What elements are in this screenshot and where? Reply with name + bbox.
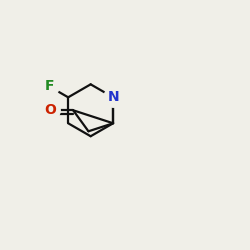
Text: N: N	[107, 90, 119, 104]
Text: O: O	[44, 103, 56, 117]
Text: F: F	[44, 79, 54, 93]
